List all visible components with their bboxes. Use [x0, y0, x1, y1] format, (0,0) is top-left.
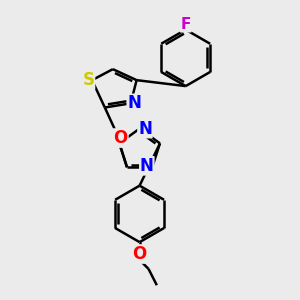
- Text: F: F: [181, 17, 191, 32]
- Text: O: O: [114, 129, 128, 147]
- Text: N: N: [138, 120, 152, 138]
- Text: O: O: [133, 245, 147, 263]
- Text: N: N: [140, 157, 154, 175]
- Text: N: N: [127, 94, 141, 112]
- Text: S: S: [82, 71, 94, 89]
